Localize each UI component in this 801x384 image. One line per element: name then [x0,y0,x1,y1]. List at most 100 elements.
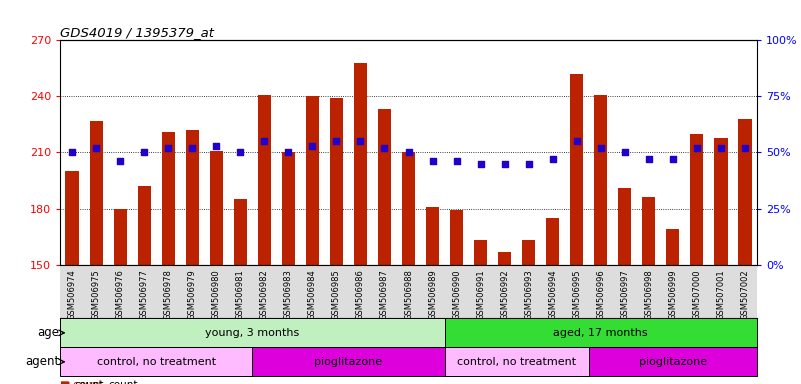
Bar [66,171,78,384]
Text: GSM506980: GSM506980 [211,269,221,320]
Bar [252,348,445,376]
Bar [210,151,223,384]
Text: GSM506991: GSM506991 [476,269,485,319]
Point [474,161,487,167]
Text: ■ count: ■ count [60,380,103,384]
Text: GSM506999: GSM506999 [668,269,678,319]
Text: GSM506998: GSM506998 [644,269,654,320]
Text: young, 3 months: young, 3 months [205,328,300,338]
Bar [60,318,445,348]
Point [450,158,463,164]
Bar [162,132,175,384]
Point [690,145,703,151]
Bar [354,63,367,384]
Bar [546,218,559,384]
Text: agent: agent [26,355,59,368]
Text: GSM506996: GSM506996 [596,269,606,320]
Text: GSM506993: GSM506993 [524,269,533,320]
Text: GSM506982: GSM506982 [260,269,269,320]
Point [186,145,199,151]
Text: control, no treatment: control, no treatment [97,357,215,367]
Bar [306,96,319,384]
Text: GSM506979: GSM506979 [187,269,197,320]
Point [739,145,751,151]
Text: GSM507002: GSM507002 [740,269,750,319]
Text: GSM506984: GSM506984 [308,269,317,320]
Point [162,145,175,151]
Text: aged, 17 months: aged, 17 months [553,328,648,338]
Point [258,138,271,144]
Point [234,149,247,156]
Bar [426,207,439,384]
Bar [666,229,679,384]
Text: GSM506995: GSM506995 [572,269,582,319]
Bar [474,240,487,384]
Text: GSM506976: GSM506976 [115,269,125,320]
Point [210,143,223,149]
Text: age: age [38,326,59,339]
Bar [642,197,655,384]
Bar [522,240,535,384]
Point [66,149,78,156]
Text: GSM506987: GSM506987 [380,269,389,320]
Bar [378,109,391,384]
Point [90,145,103,151]
Point [594,145,607,151]
Bar [282,152,295,384]
Point [714,145,727,151]
Point [666,156,679,162]
Bar [498,252,511,384]
Bar [234,199,247,384]
Bar [138,186,151,384]
Point [402,149,415,156]
Text: GSM506975: GSM506975 [91,269,101,320]
Point [378,145,391,151]
Text: ■: ■ [60,380,70,384]
Bar [445,348,589,376]
Bar [330,98,343,384]
Text: GSM506990: GSM506990 [452,269,461,319]
Bar [445,318,757,348]
Bar [186,130,199,384]
Text: GSM507001: GSM507001 [716,269,726,319]
Text: GDS4019 / 1395379_at: GDS4019 / 1395379_at [60,26,214,39]
Point [306,143,319,149]
Bar [589,348,757,376]
Bar [690,134,703,384]
Text: control, no treatment: control, no treatment [457,357,576,367]
Point [330,138,343,144]
Point [522,161,535,167]
Bar [570,74,583,384]
Text: GSM506977: GSM506977 [139,269,149,320]
Bar [114,209,127,384]
Text: count: count [74,380,104,384]
Text: GSM506978: GSM506978 [163,269,173,320]
Text: GSM506989: GSM506989 [428,269,437,320]
Point [570,138,583,144]
Bar [90,121,103,384]
Point [546,156,559,162]
Point [114,158,127,164]
Text: GSM506988: GSM506988 [404,269,413,320]
Text: GSM506992: GSM506992 [500,269,509,319]
Point [282,149,295,156]
Bar [450,210,463,384]
Point [498,161,511,167]
Text: GSM507000: GSM507000 [692,269,702,319]
Text: GSM506981: GSM506981 [235,269,245,320]
Point [642,156,655,162]
Text: GSM506997: GSM506997 [620,269,630,320]
Bar [60,348,252,376]
Text: GSM506985: GSM506985 [332,269,341,320]
Text: GSM506986: GSM506986 [356,269,365,320]
Point [618,149,631,156]
Text: GSM506983: GSM506983 [284,269,293,320]
Text: GSM506994: GSM506994 [548,269,557,319]
Bar [739,119,751,384]
Bar [402,152,415,384]
Text: GSM506974: GSM506974 [67,269,77,320]
Text: count: count [108,380,138,384]
Bar [714,137,727,384]
Bar [594,94,607,384]
Bar [618,188,631,384]
